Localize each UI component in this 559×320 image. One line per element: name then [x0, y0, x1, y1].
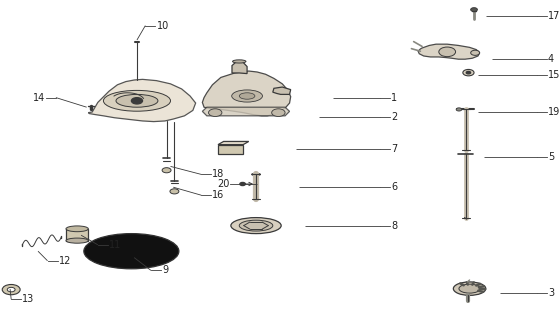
Text: 10: 10	[157, 20, 169, 31]
Polygon shape	[232, 61, 247, 74]
Circle shape	[2, 284, 20, 295]
Polygon shape	[418, 44, 480, 59]
Text: 5: 5	[548, 152, 554, 162]
Text: 1: 1	[391, 92, 397, 103]
Text: 4: 4	[548, 54, 554, 64]
Circle shape	[439, 47, 456, 57]
Text: 9: 9	[162, 265, 168, 276]
Ellipse shape	[116, 94, 158, 107]
Text: 15: 15	[548, 70, 559, 80]
Text: 7: 7	[391, 144, 397, 154]
Polygon shape	[218, 145, 243, 154]
Ellipse shape	[239, 220, 273, 231]
Circle shape	[170, 189, 179, 194]
Ellipse shape	[66, 238, 88, 243]
Polygon shape	[273, 87, 291, 94]
Ellipse shape	[459, 284, 480, 293]
Text: 14: 14	[32, 92, 45, 103]
Polygon shape	[66, 229, 88, 241]
Ellipse shape	[252, 173, 260, 175]
Ellipse shape	[84, 234, 179, 269]
Polygon shape	[202, 71, 291, 116]
Ellipse shape	[239, 93, 255, 99]
Text: 12: 12	[59, 256, 71, 266]
Circle shape	[209, 109, 222, 116]
Polygon shape	[202, 107, 290, 116]
Circle shape	[471, 8, 477, 12]
Circle shape	[456, 108, 462, 111]
Text: 18: 18	[212, 169, 225, 180]
Circle shape	[162, 168, 171, 173]
Circle shape	[7, 287, 15, 292]
Text: 2: 2	[391, 112, 397, 122]
Ellipse shape	[103, 90, 170, 111]
Text: 17: 17	[548, 11, 559, 21]
Ellipse shape	[231, 218, 281, 234]
Circle shape	[471, 50, 480, 55]
Text: 19: 19	[548, 107, 559, 117]
Circle shape	[240, 182, 245, 186]
Polygon shape	[88, 79, 196, 122]
Circle shape	[272, 109, 285, 116]
Text: 3: 3	[548, 288, 554, 298]
Ellipse shape	[66, 226, 88, 232]
Text: 11: 11	[109, 240, 121, 250]
Ellipse shape	[233, 60, 246, 63]
Text: 8: 8	[391, 220, 397, 231]
Polygon shape	[218, 141, 249, 145]
Text: 20: 20	[217, 179, 229, 189]
Text: 13: 13	[22, 294, 35, 304]
Circle shape	[463, 69, 474, 76]
Circle shape	[131, 98, 143, 104]
Text: 6: 6	[391, 182, 397, 192]
Text: 16: 16	[212, 190, 225, 200]
Circle shape	[466, 71, 471, 74]
Ellipse shape	[453, 282, 486, 295]
Ellipse shape	[231, 90, 263, 102]
